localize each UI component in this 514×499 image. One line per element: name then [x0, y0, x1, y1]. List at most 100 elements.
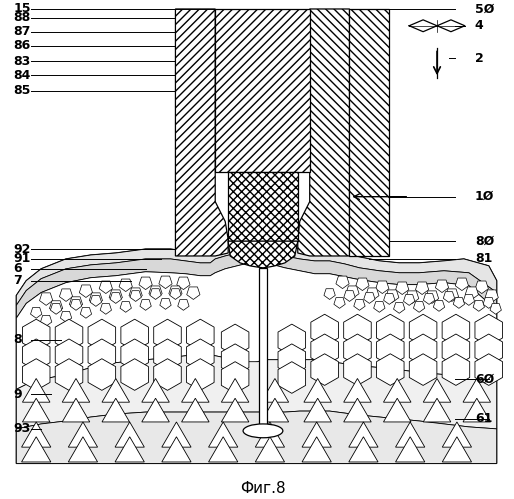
Polygon shape [228, 172, 298, 241]
Polygon shape [23, 378, 50, 402]
Polygon shape [374, 301, 385, 312]
Polygon shape [406, 291, 419, 303]
Polygon shape [386, 290, 399, 302]
Polygon shape [23, 339, 50, 371]
Polygon shape [55, 319, 83, 351]
Text: 81: 81 [475, 252, 492, 265]
Polygon shape [88, 339, 116, 371]
Polygon shape [187, 319, 214, 351]
Polygon shape [475, 354, 503, 385]
Polygon shape [483, 297, 494, 308]
Polygon shape [177, 277, 190, 289]
Polygon shape [366, 288, 379, 300]
Polygon shape [383, 378, 411, 402]
Text: 87: 87 [13, 25, 31, 38]
Polygon shape [259, 268, 267, 429]
Text: 8: 8 [13, 333, 22, 346]
Polygon shape [222, 344, 249, 376]
Polygon shape [16, 355, 497, 429]
Polygon shape [215, 9, 310, 172]
Polygon shape [115, 437, 144, 462]
Text: 6Ø: 6Ø [475, 373, 494, 386]
Polygon shape [16, 261, 497, 389]
Polygon shape [68, 437, 98, 462]
Polygon shape [443, 292, 454, 302]
Polygon shape [150, 289, 161, 299]
Polygon shape [346, 286, 359, 298]
Polygon shape [255, 437, 285, 462]
Polygon shape [396, 437, 425, 462]
Polygon shape [23, 398, 50, 422]
Polygon shape [50, 303, 62, 314]
Polygon shape [336, 276, 349, 288]
Polygon shape [80, 307, 91, 318]
Polygon shape [119, 279, 132, 291]
Polygon shape [60, 289, 72, 301]
Polygon shape [228, 241, 298, 268]
Polygon shape [255, 422, 285, 447]
Polygon shape [175, 9, 228, 256]
Polygon shape [41, 315, 52, 326]
Polygon shape [120, 301, 132, 312]
Polygon shape [130, 291, 141, 301]
Polygon shape [364, 293, 375, 303]
Text: 84: 84 [13, 69, 31, 82]
Polygon shape [376, 314, 404, 346]
Polygon shape [383, 293, 395, 304]
Polygon shape [55, 359, 83, 390]
Polygon shape [473, 300, 485, 311]
Polygon shape [442, 422, 471, 447]
Polygon shape [302, 437, 332, 462]
Polygon shape [16, 239, 497, 305]
Polygon shape [304, 398, 332, 422]
Polygon shape [349, 437, 378, 462]
Polygon shape [16, 239, 497, 464]
Polygon shape [424, 293, 435, 304]
Polygon shape [154, 359, 181, 390]
Polygon shape [426, 291, 438, 303]
Polygon shape [261, 378, 289, 402]
Polygon shape [142, 398, 169, 422]
Polygon shape [159, 276, 172, 288]
Text: 9: 9 [13, 388, 22, 401]
Polygon shape [298, 9, 350, 256]
Polygon shape [396, 422, 425, 447]
Polygon shape [435, 280, 449, 292]
Polygon shape [261, 398, 289, 422]
Text: 88: 88 [13, 11, 30, 24]
Polygon shape [69, 297, 83, 309]
Polygon shape [22, 422, 51, 447]
Polygon shape [396, 282, 409, 294]
Polygon shape [187, 287, 200, 299]
Text: 85: 85 [13, 84, 31, 97]
Polygon shape [23, 319, 50, 351]
Polygon shape [187, 359, 214, 390]
Polygon shape [88, 319, 116, 351]
Polygon shape [79, 285, 93, 297]
Polygon shape [40, 293, 53, 305]
Polygon shape [376, 281, 389, 293]
Polygon shape [354, 299, 365, 310]
Polygon shape [415, 282, 429, 294]
Text: 4: 4 [475, 19, 484, 32]
Text: 86: 86 [13, 39, 30, 52]
Polygon shape [278, 324, 306, 356]
Polygon shape [62, 398, 90, 422]
Text: 92: 92 [13, 243, 31, 255]
Polygon shape [463, 294, 474, 305]
Polygon shape [222, 378, 249, 402]
Polygon shape [209, 422, 238, 447]
Polygon shape [475, 314, 503, 346]
Polygon shape [170, 289, 181, 299]
Polygon shape [304, 378, 332, 402]
Polygon shape [475, 334, 503, 366]
Polygon shape [162, 422, 191, 447]
Polygon shape [463, 398, 490, 422]
Polygon shape [89, 293, 102, 305]
Polygon shape [490, 303, 501, 314]
Text: 15: 15 [13, 2, 31, 15]
Polygon shape [187, 339, 214, 371]
Polygon shape [413, 301, 425, 312]
Polygon shape [154, 339, 181, 371]
Polygon shape [403, 294, 415, 305]
